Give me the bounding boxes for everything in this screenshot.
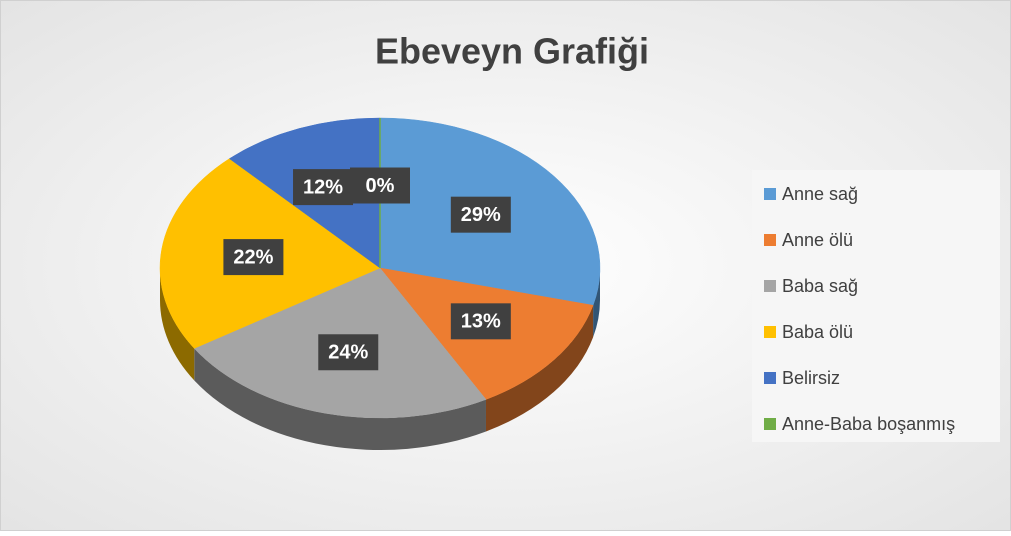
data-label-box — [350, 167, 410, 204]
data-label: 13% — [461, 311, 501, 333]
data-label: 24% — [328, 342, 368, 364]
data-label: 0% — [366, 175, 395, 197]
chart-title: Ebeveyn Grafiği — [375, 31, 649, 72]
slice-side — [485, 305, 594, 432]
legend-label: Belirsiz — [782, 368, 840, 388]
data-label: 22% — [233, 246, 273, 268]
legend-label: Baba sağ — [782, 276, 858, 296]
legend-label: Anne ölü — [782, 230, 853, 250]
legend-label: Anne sağ — [782, 184, 858, 204]
data-label-box — [450, 303, 511, 340]
data-label-box — [450, 196, 511, 233]
slice-side — [160, 268, 195, 381]
legend-swatch — [764, 234, 776, 246]
legend-box — [752, 170, 1000, 442]
legend-swatch — [764, 418, 776, 430]
legend-swatch — [764, 326, 776, 338]
data-label: 12% — [303, 176, 343, 198]
legend-swatch — [764, 188, 776, 200]
legend-label: Baba ölü — [782, 322, 853, 342]
data-label-box — [293, 169, 354, 206]
legend-swatch — [764, 280, 776, 292]
slice-side — [194, 348, 486, 450]
legend-label: Anne-Baba boşanmış — [782, 414, 955, 434]
slice-side — [593, 268, 600, 338]
legend-swatch — [764, 372, 776, 384]
data-label: 29% — [461, 204, 501, 226]
data-label-box — [223, 239, 284, 276]
data-label-box — [318, 334, 379, 371]
